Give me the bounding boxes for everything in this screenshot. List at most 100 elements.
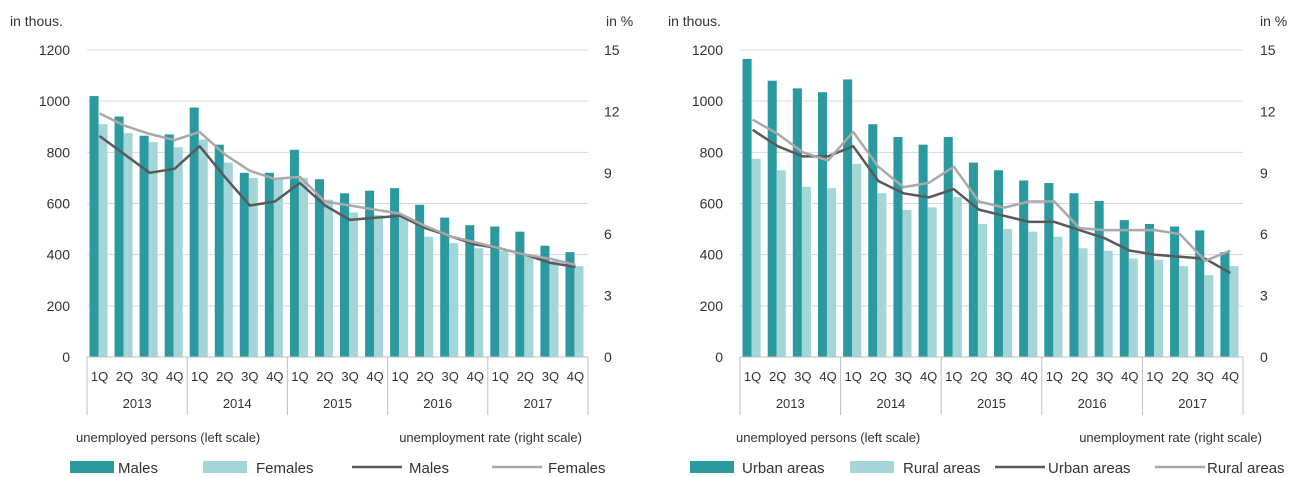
x-tick-label-quarter: 2Q	[316, 369, 333, 384]
legend-label: Females	[256, 460, 314, 477]
bar-primary	[1170, 226, 1180, 357]
bar-secondary	[574, 266, 584, 357]
bar-primary	[465, 225, 475, 357]
x-tick-label-quarter: 3Q	[542, 369, 559, 384]
right-scale-note: unemployment rate (right scale)	[399, 430, 582, 445]
right-axis-tick-label: 12	[1260, 103, 1276, 119]
bar-secondary	[1179, 266, 1189, 357]
x-tick-label-quarter: 4Q	[920, 369, 937, 384]
bar-secondary	[98, 124, 108, 357]
legend-swatch-bar	[203, 461, 247, 473]
x-tick-label-quarter: 3Q	[1096, 369, 1113, 384]
x-tick-label-quarter: 3Q	[794, 369, 811, 384]
bar-primary	[868, 124, 878, 357]
x-tick-label-quarter: 2Q	[870, 369, 887, 384]
legend: Males Females Males Females	[70, 460, 606, 477]
x-tick-label-quarter: 4Q	[1222, 369, 1239, 384]
left-axis-tick-label: 1000	[39, 93, 70, 109]
bar-secondary	[827, 188, 837, 357]
bar-secondary	[1028, 231, 1038, 357]
bar-secondary	[1153, 259, 1164, 357]
bar-secondary	[198, 139, 208, 357]
legend-label: Males	[118, 460, 158, 477]
x-tick-label-year: 2017	[1178, 396, 1207, 411]
x-tick-label-quarter: 1Q	[291, 369, 308, 384]
right-axis-tick-label: 3	[1260, 288, 1268, 304]
left-axis-unit: in thous.	[10, 13, 63, 29]
left-scale-note: unemployed persons (left scale)	[76, 430, 260, 445]
bar-primary	[415, 204, 425, 357]
bar-secondary	[1053, 236, 1063, 357]
bar-secondary	[173, 147, 183, 357]
x-tick-label-year: 2015	[977, 396, 1006, 411]
bar-secondary	[474, 248, 484, 357]
x-tick-label-quarter: 3Q	[141, 369, 158, 384]
x-tick-label-quarter: 2Q	[116, 369, 133, 384]
bar-secondary	[801, 186, 811, 357]
left-axis-tick-label: 0	[62, 349, 70, 365]
bar-secondary	[248, 177, 258, 357]
x-tick-label-quarter: 3Q	[442, 369, 459, 384]
bar-primary	[767, 80, 777, 357]
x-tick-label-quarter: 4Q	[819, 369, 836, 384]
x-tick-label-quarter: 3Q	[241, 369, 258, 384]
bar-secondary	[1103, 250, 1113, 357]
bar-primary	[390, 188, 400, 357]
left-axis-tick-label: 600	[47, 196, 71, 212]
x-tick-label-quarter: 3Q	[995, 369, 1012, 384]
right-axis-tick-label: 9	[1260, 165, 1268, 181]
x-tick-label-quarter: 3Q	[1197, 369, 1214, 384]
bar-primary	[792, 88, 802, 357]
bar-secondary	[323, 199, 333, 357]
bar-secondary	[549, 261, 559, 357]
right-axis-tick-label: 0	[1260, 349, 1268, 365]
bar-secondary	[902, 209, 912, 357]
left-axis-tick-label: 1000	[692, 93, 723, 109]
right-axis-tick-label: 15	[604, 42, 620, 58]
x-tick-label-year: 2014	[223, 396, 252, 411]
bar-primary	[214, 144, 224, 357]
x-tick-label-quarter: 1Q	[1046, 369, 1063, 384]
bar-primary	[365, 190, 375, 357]
bar-secondary	[273, 179, 283, 357]
bar-primary	[1119, 220, 1129, 357]
bar-primary	[289, 149, 299, 357]
bar-secondary	[1128, 258, 1138, 357]
x-tick-label-year: 2014	[876, 396, 905, 411]
left-axis-tick-label: 200	[47, 298, 71, 314]
chart-panel-1: 0 200 400 600 800 1000 1200 0 3 6 9 12 15 in thous. in…	[10, 13, 633, 477]
chart-panel-2: 0 200 400 600 800 1000 1200 0 3 6 9 12 15 in thous. in…	[668, 13, 1287, 477]
bar-secondary	[1003, 229, 1013, 357]
left-axis-tick-label: 1200	[692, 42, 723, 58]
bar-primary	[1044, 183, 1054, 357]
x-tick-label-year: 2016	[423, 396, 452, 411]
bar-secondary	[852, 163, 862, 357]
x-tick-label-quarter: 4Q	[1021, 369, 1038, 384]
bar-primary	[843, 79, 853, 357]
bar-primary	[565, 252, 575, 357]
bar-primary	[943, 136, 953, 357]
bar-secondary	[349, 212, 359, 357]
legend-swatch-bar	[690, 461, 734, 473]
x-tick-label-quarter: 2Q	[769, 369, 786, 384]
bar-primary	[968, 162, 978, 357]
bar-secondary	[751, 158, 761, 357]
legend-label: Urban areas	[742, 460, 825, 477]
left-axis-tick-label: 200	[700, 298, 724, 314]
x-tick-label-quarter: 1Q	[845, 369, 862, 384]
legend-label: Urban areas	[1048, 460, 1131, 477]
bar-primary	[89, 96, 99, 358]
x-tick-label-year: 2013	[776, 396, 805, 411]
x-tick-label-quarter: 4Q	[567, 369, 584, 384]
bar-primary	[114, 116, 124, 358]
right-axis-unit: in %	[1260, 13, 1287, 29]
x-tick-label-quarter: 3Q	[341, 369, 358, 384]
x-tick-label-quarter: 1Q	[191, 369, 208, 384]
bar-secondary	[223, 162, 233, 357]
right-axis-tick-label: 9	[604, 165, 612, 181]
bar-secondary	[123, 133, 133, 357]
x-tick-label-quarter: 4Q	[366, 369, 383, 384]
x-tick-label-quarter: 1Q	[391, 369, 408, 384]
bar-secondary	[524, 255, 534, 357]
